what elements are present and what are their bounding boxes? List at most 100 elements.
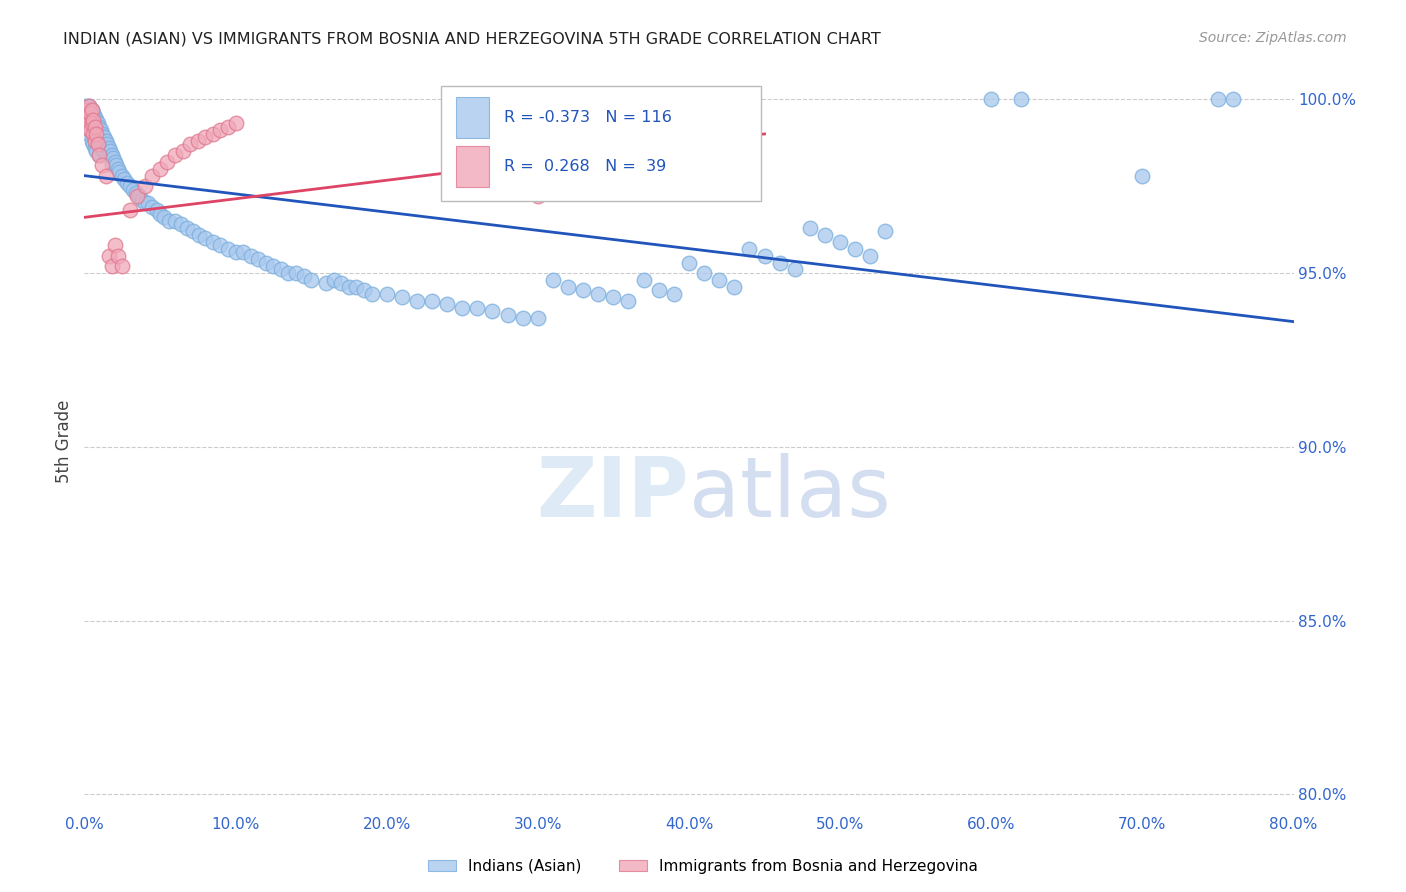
Point bbox=[179, 137, 201, 152]
Point bbox=[1011, 92, 1033, 106]
Point bbox=[107, 249, 129, 263]
Point bbox=[277, 266, 299, 280]
Point bbox=[115, 176, 138, 190]
Text: atlas: atlas bbox=[689, 453, 890, 534]
Point bbox=[77, 99, 100, 113]
Point bbox=[79, 113, 101, 128]
Point bbox=[875, 224, 897, 238]
Text: ZIP: ZIP bbox=[537, 453, 689, 534]
Point bbox=[481, 304, 503, 318]
Point bbox=[134, 179, 156, 194]
Point bbox=[82, 120, 104, 134]
Point bbox=[225, 245, 247, 260]
Point bbox=[315, 277, 337, 291]
Point bbox=[170, 217, 193, 231]
Point bbox=[209, 238, 232, 252]
Point bbox=[134, 196, 156, 211]
Legend: Indians (Asian), Immigrants from Bosnia and Herzegovina: Indians (Asian), Immigrants from Bosnia … bbox=[422, 853, 984, 880]
Point bbox=[149, 161, 172, 176]
Point bbox=[93, 145, 115, 159]
Point bbox=[84, 141, 107, 155]
Point bbox=[176, 220, 198, 235]
Point bbox=[799, 220, 821, 235]
Point bbox=[96, 137, 118, 152]
Point bbox=[783, 262, 806, 277]
Point bbox=[420, 293, 443, 308]
Point bbox=[80, 103, 103, 117]
Point bbox=[693, 266, 716, 280]
Point bbox=[87, 137, 110, 152]
Point bbox=[194, 130, 217, 145]
Point bbox=[82, 127, 104, 141]
Point bbox=[451, 301, 474, 315]
Point bbox=[80, 134, 103, 148]
Point bbox=[557, 280, 579, 294]
Point bbox=[527, 189, 550, 203]
Point bbox=[247, 252, 270, 266]
Point bbox=[100, 259, 122, 273]
Point bbox=[128, 189, 150, 203]
Point bbox=[111, 259, 134, 273]
Point bbox=[107, 161, 129, 176]
Point bbox=[346, 280, 368, 294]
Point bbox=[91, 127, 114, 141]
Point bbox=[157, 214, 180, 228]
Point bbox=[89, 148, 111, 162]
Point bbox=[91, 158, 114, 172]
Point bbox=[141, 169, 163, 183]
Point bbox=[87, 130, 110, 145]
Point bbox=[232, 245, 254, 260]
Point bbox=[121, 182, 143, 196]
Point bbox=[172, 145, 194, 159]
Point bbox=[353, 283, 375, 297]
Point bbox=[79, 106, 101, 120]
Point bbox=[80, 103, 103, 117]
Point bbox=[754, 249, 776, 263]
Point bbox=[77, 127, 100, 141]
Point bbox=[94, 169, 117, 183]
Point bbox=[96, 148, 118, 162]
Point bbox=[76, 116, 98, 130]
Point bbox=[1130, 169, 1153, 183]
Point bbox=[77, 110, 100, 124]
Point bbox=[588, 286, 610, 301]
Point bbox=[187, 134, 209, 148]
Point bbox=[201, 235, 224, 249]
Y-axis label: 5th Grade: 5th Grade bbox=[55, 400, 73, 483]
FancyBboxPatch shape bbox=[456, 146, 489, 187]
Point bbox=[814, 227, 837, 242]
Point bbox=[201, 127, 224, 141]
Point bbox=[105, 158, 128, 172]
Point bbox=[149, 207, 172, 221]
Point bbox=[633, 273, 655, 287]
Point bbox=[118, 203, 141, 218]
Point bbox=[153, 211, 176, 225]
Point bbox=[84, 123, 107, 137]
Point bbox=[1206, 92, 1229, 106]
Point bbox=[738, 242, 761, 256]
Point bbox=[678, 255, 700, 269]
Point bbox=[391, 290, 413, 304]
Point bbox=[136, 196, 159, 211]
Point bbox=[322, 273, 344, 287]
Point bbox=[93, 130, 115, 145]
Point bbox=[118, 179, 141, 194]
Point bbox=[82, 106, 104, 120]
Point bbox=[79, 123, 101, 137]
Point bbox=[80, 116, 103, 130]
Point bbox=[76, 120, 98, 134]
Point bbox=[844, 242, 866, 256]
Point bbox=[541, 273, 564, 287]
Point bbox=[87, 116, 110, 130]
Point bbox=[217, 120, 239, 134]
Point bbox=[859, 249, 882, 263]
Point bbox=[84, 120, 107, 134]
Text: R = -0.373   N = 116: R = -0.373 N = 116 bbox=[503, 110, 672, 125]
Point bbox=[830, 235, 852, 249]
Point bbox=[217, 242, 239, 256]
Point bbox=[406, 293, 429, 308]
Point bbox=[360, 286, 382, 301]
Point bbox=[125, 186, 148, 200]
Point bbox=[496, 308, 519, 322]
Point bbox=[79, 123, 101, 137]
